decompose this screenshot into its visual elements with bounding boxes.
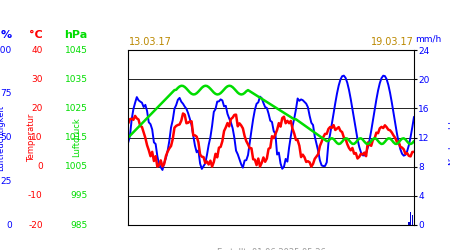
Text: 0: 0 <box>37 162 43 171</box>
Bar <box>412 214 413 225</box>
Text: 19.03.17: 19.03.17 <box>370 36 414 46</box>
Text: Temperatur: Temperatur <box>27 113 36 162</box>
Text: 1005: 1005 <box>65 162 88 171</box>
Text: 1015: 1015 <box>65 133 88 142</box>
Text: 30: 30 <box>31 75 43 84</box>
Text: %: % <box>1 30 12 40</box>
Text: 13.03.17: 13.03.17 <box>129 36 172 46</box>
Text: Luftdruck: Luftdruck <box>72 118 81 158</box>
Text: -10: -10 <box>28 191 43 200</box>
Text: 985: 985 <box>71 220 88 230</box>
Text: 20: 20 <box>32 104 43 113</box>
Text: -20: -20 <box>28 220 43 230</box>
Text: 10: 10 <box>31 133 43 142</box>
Bar <box>408 222 410 225</box>
Text: 1035: 1035 <box>65 75 88 84</box>
Text: 0: 0 <box>6 220 12 230</box>
Text: mm/h: mm/h <box>415 34 442 43</box>
Text: hPa: hPa <box>64 30 88 40</box>
Text: Erstellt: 01.06.2025 05:26: Erstellt: 01.06.2025 05:26 <box>217 248 325 250</box>
Text: Luftfeuchtigkeit: Luftfeuchtigkeit <box>0 104 5 170</box>
Text: 1025: 1025 <box>65 104 88 113</box>
Text: 100: 100 <box>0 46 12 54</box>
Text: 50: 50 <box>0 133 12 142</box>
Text: 995: 995 <box>71 191 88 200</box>
Text: 25: 25 <box>1 177 12 186</box>
Text: Niederschlag: Niederschlag <box>448 110 450 165</box>
Text: 75: 75 <box>0 89 12 98</box>
Text: 40: 40 <box>32 46 43 54</box>
Text: 1045: 1045 <box>65 46 88 54</box>
Text: °C: °C <box>29 30 43 40</box>
Bar <box>410 212 411 225</box>
